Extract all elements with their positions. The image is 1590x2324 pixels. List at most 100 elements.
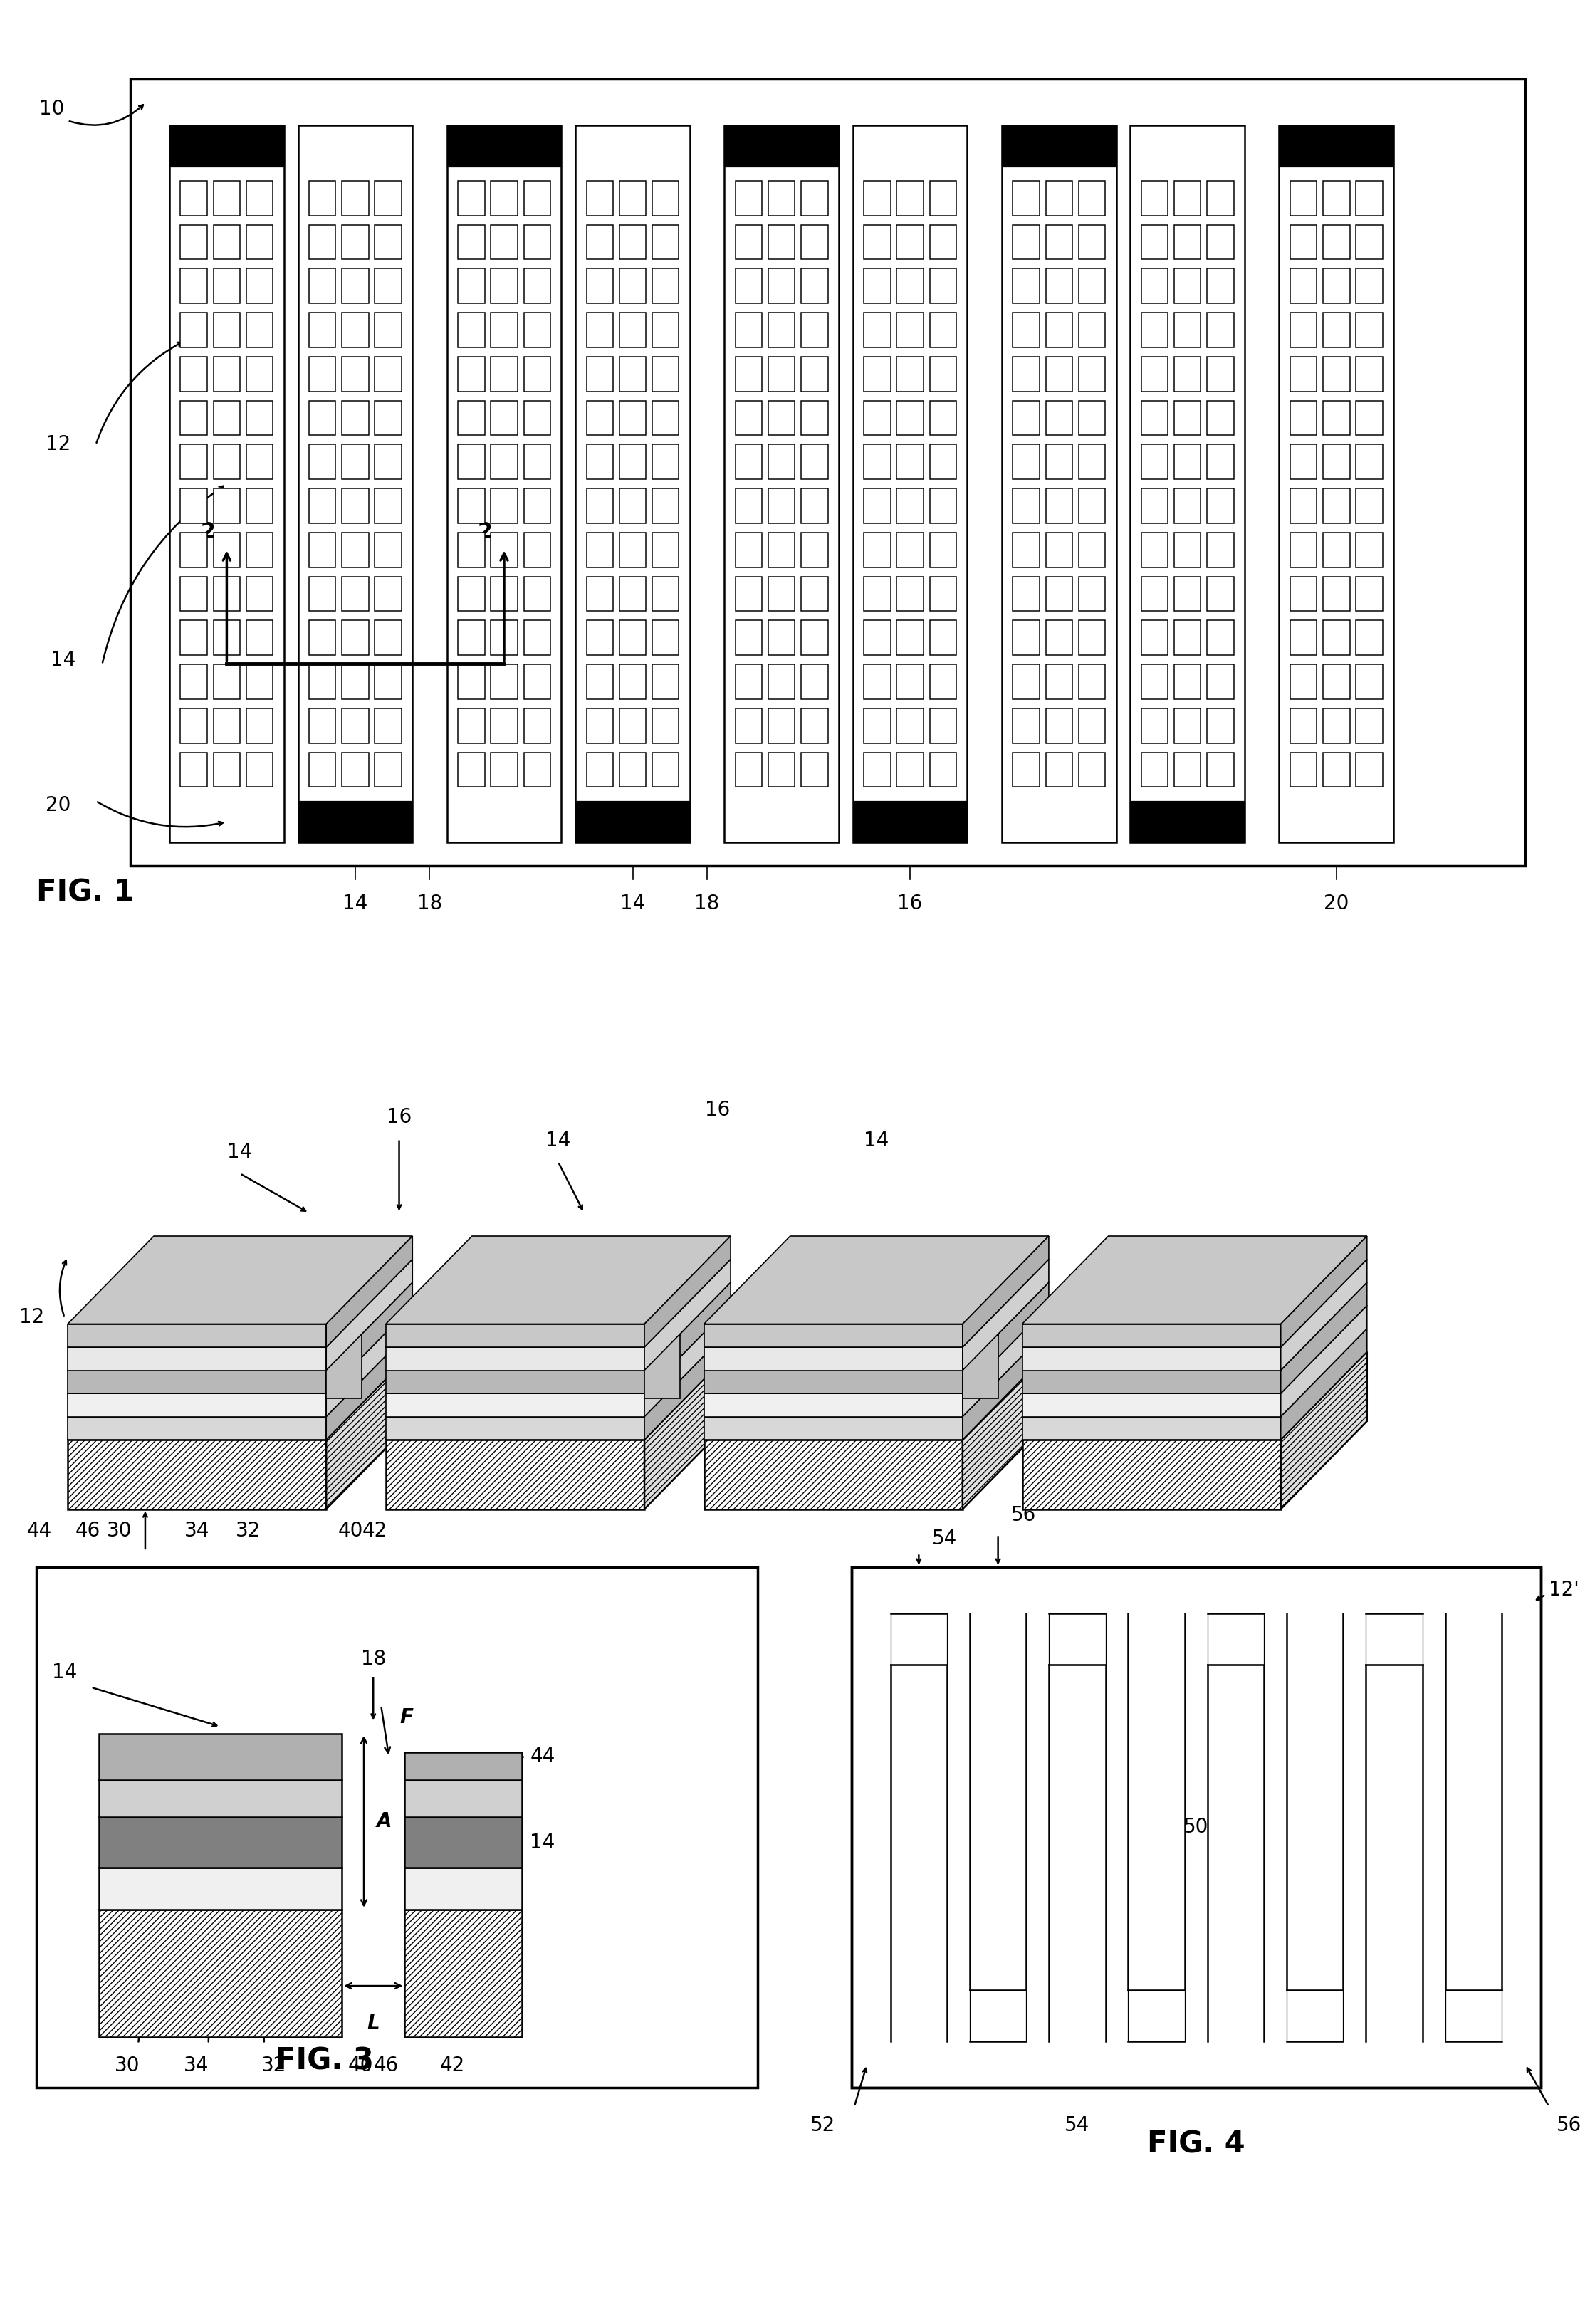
Text: 2: 2 bbox=[479, 521, 493, 541]
Polygon shape bbox=[704, 1306, 1049, 1394]
Bar bbox=[181, 532, 207, 567]
Bar bbox=[620, 709, 646, 744]
Bar bbox=[1289, 532, 1317, 567]
Text: 32: 32 bbox=[235, 1520, 261, 1541]
Bar bbox=[1289, 709, 1317, 744]
Bar bbox=[491, 356, 517, 390]
Bar bbox=[386, 1418, 644, 1439]
Bar bbox=[375, 532, 402, 567]
Bar bbox=[246, 400, 273, 435]
Bar bbox=[1356, 532, 1383, 567]
Polygon shape bbox=[326, 1283, 412, 1394]
Bar bbox=[170, 125, 285, 844]
Polygon shape bbox=[962, 1353, 1049, 1508]
Bar bbox=[930, 181, 956, 216]
Bar bbox=[458, 181, 485, 216]
Bar bbox=[897, 270, 924, 304]
Bar bbox=[768, 709, 795, 744]
Bar bbox=[308, 576, 335, 611]
Bar bbox=[1356, 665, 1383, 700]
Polygon shape bbox=[704, 1353, 1049, 1439]
Bar bbox=[897, 576, 924, 611]
Polygon shape bbox=[1282, 1306, 1367, 1418]
Bar bbox=[342, 576, 369, 611]
Bar bbox=[1046, 444, 1072, 479]
Bar bbox=[246, 576, 273, 611]
Bar bbox=[308, 400, 335, 435]
Bar bbox=[375, 225, 402, 260]
Bar bbox=[213, 225, 240, 260]
Bar bbox=[458, 444, 485, 479]
Polygon shape bbox=[68, 1329, 412, 1418]
Bar bbox=[491, 181, 517, 216]
Bar bbox=[491, 400, 517, 435]
Bar bbox=[1078, 181, 1105, 216]
Bar bbox=[1207, 709, 1234, 744]
Bar bbox=[491, 532, 517, 567]
Polygon shape bbox=[1022, 1306, 1367, 1394]
Text: 12: 12 bbox=[19, 1308, 45, 1327]
Bar bbox=[735, 356, 762, 390]
Bar bbox=[897, 444, 924, 479]
Bar bbox=[1078, 709, 1105, 744]
Polygon shape bbox=[644, 1260, 731, 1371]
Bar bbox=[735, 532, 762, 567]
Polygon shape bbox=[386, 1306, 731, 1394]
Text: 16: 16 bbox=[386, 1106, 412, 1127]
Text: FIG. 1: FIG. 1 bbox=[37, 878, 135, 906]
Text: 46: 46 bbox=[374, 2054, 399, 2075]
Bar bbox=[308, 665, 335, 700]
Bar bbox=[587, 488, 614, 523]
Polygon shape bbox=[68, 1260, 412, 1348]
Bar bbox=[1002, 125, 1116, 167]
Bar bbox=[1323, 576, 1350, 611]
Bar bbox=[863, 444, 890, 479]
Bar bbox=[735, 314, 762, 346]
Bar bbox=[386, 1394, 644, 1418]
Polygon shape bbox=[326, 1236, 412, 1348]
Bar bbox=[1323, 665, 1350, 700]
Bar bbox=[801, 356, 828, 390]
Bar bbox=[1207, 181, 1234, 216]
Bar bbox=[1173, 181, 1200, 216]
Text: 20: 20 bbox=[1324, 892, 1348, 913]
Bar bbox=[1130, 125, 1245, 844]
Bar bbox=[181, 314, 207, 346]
Bar bbox=[68, 1348, 326, 1371]
Bar bbox=[213, 532, 240, 567]
Text: 46: 46 bbox=[75, 1520, 100, 1541]
Bar bbox=[404, 1752, 522, 1780]
Bar bbox=[1046, 356, 1072, 390]
Bar bbox=[181, 665, 207, 700]
Bar bbox=[1002, 125, 1116, 844]
Bar bbox=[725, 125, 840, 167]
Bar bbox=[652, 665, 679, 700]
Bar bbox=[1046, 400, 1072, 435]
Bar bbox=[297, 802, 412, 844]
Bar bbox=[1289, 400, 1317, 435]
Bar bbox=[1356, 356, 1383, 390]
Bar bbox=[491, 753, 517, 788]
Bar bbox=[181, 356, 207, 390]
Bar bbox=[652, 356, 679, 390]
Bar bbox=[962, 1301, 999, 1336]
Bar bbox=[1323, 532, 1350, 567]
Bar bbox=[768, 665, 795, 700]
Bar bbox=[458, 753, 485, 788]
Bar bbox=[1142, 488, 1169, 523]
Bar bbox=[1013, 621, 1040, 655]
Bar bbox=[342, 709, 369, 744]
Polygon shape bbox=[1022, 1353, 1367, 1439]
Bar bbox=[1207, 753, 1234, 788]
Bar bbox=[576, 125, 690, 844]
Bar bbox=[297, 125, 412, 844]
Bar bbox=[404, 1780, 522, 1817]
Polygon shape bbox=[1022, 1236, 1367, 1325]
Bar bbox=[930, 444, 956, 479]
Bar bbox=[181, 444, 207, 479]
Bar bbox=[620, 488, 646, 523]
Bar bbox=[704, 1371, 962, 1394]
Bar bbox=[1173, 444, 1200, 479]
Bar bbox=[930, 270, 956, 304]
Bar bbox=[620, 753, 646, 788]
